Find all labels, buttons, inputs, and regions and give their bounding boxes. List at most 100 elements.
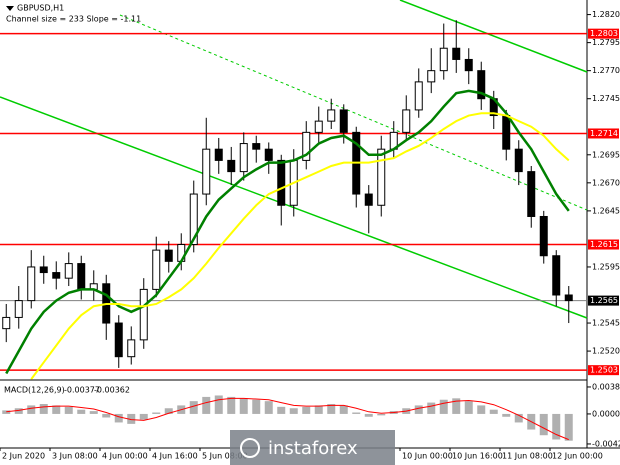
- macd-bar: [364, 413, 373, 417]
- candle-body: [64, 263, 73, 279]
- candle-body: [2, 316, 11, 330]
- watermark-box: [230, 430, 395, 465]
- level-label: 1.2714: [590, 129, 618, 138]
- y-tick-label: 1.2520: [592, 347, 620, 356]
- candle-body: [364, 193, 373, 206]
- y-tick-label: 1.2770: [592, 66, 620, 75]
- macd-bar: [239, 398, 248, 414]
- y-tick-label: 1.2645: [592, 206, 620, 215]
- x-tick-label: 10 Jun 16:00: [452, 452, 503, 461]
- candle-body: [27, 266, 36, 302]
- candle-body: [439, 47, 448, 72]
- macd-bar: [139, 413, 148, 420]
- channel-label: Channel size = 233 Slope = -1.11: [6, 15, 141, 24]
- macd-bar: [114, 413, 123, 423]
- channel-line: [399, 0, 588, 73]
- y-tick-label: 1.2745: [592, 94, 620, 103]
- candle-body: [477, 70, 486, 100]
- candle-body: [277, 159, 286, 206]
- macd-bar: [164, 408, 173, 414]
- macd-bar: [489, 409, 498, 414]
- macd-y-tick-label: 0.0000: [592, 409, 620, 418]
- channel-midline: [119, 14, 588, 211]
- candle-body: [402, 109, 411, 133]
- macd-bar: [452, 398, 461, 414]
- candle-body: [414, 81, 423, 111]
- macd-bar: [52, 405, 61, 414]
- candle-body: [214, 148, 223, 161]
- macd-bar: [64, 406, 73, 414]
- macd-y-tick-label: -0.00423: [592, 439, 620, 448]
- candle-body: [302, 131, 311, 161]
- level-label-box: [588, 239, 619, 250]
- level-label: 1.2615: [590, 240, 618, 249]
- candle-body: [514, 148, 523, 173]
- macd-bar: [252, 399, 261, 414]
- macd-bar: [27, 405, 36, 414]
- candle-body: [377, 148, 386, 206]
- level-label: 1.2803: [590, 29, 618, 38]
- current-price-label: 1.2565: [590, 296, 618, 305]
- macd-bar: [77, 409, 86, 414]
- y-tick-label: 1.2595: [592, 262, 620, 271]
- candle-body: [452, 47, 461, 60]
- macd-bar: [214, 395, 223, 414]
- macd-bar: [264, 401, 273, 414]
- x-tick-label: 12 Jun 00:00: [552, 452, 603, 461]
- candle-body: [502, 115, 511, 150]
- macd-bar: [277, 406, 286, 414]
- current-price-box: [588, 295, 619, 306]
- symbol-icon: [6, 6, 14, 11]
- candle-body: [252, 143, 261, 150]
- macd-title: MACD(12,26,9): [4, 386, 65, 395]
- macd-bar: [227, 396, 236, 414]
- candle-body: [527, 171, 536, 217]
- candle-body: [427, 70, 436, 83]
- watermark: instaforex: [268, 438, 358, 459]
- candle-body: [189, 193, 198, 246]
- macd-bar: [289, 408, 298, 414]
- candle-body: [14, 300, 23, 318]
- macd-bar: [89, 411, 98, 414]
- candle-body: [339, 109, 348, 133]
- y-tick-label: 1.2820: [592, 10, 620, 19]
- macd-signal: [6, 397, 569, 441]
- macd-bar: [152, 412, 161, 414]
- candle-body: [564, 294, 573, 302]
- macd-bar: [502, 413, 511, 417]
- macd-histogram-value: -0.00377: [64, 386, 100, 395]
- level-label-box: [588, 128, 619, 139]
- macd-bar: [427, 402, 436, 414]
- level-label-box: [588, 365, 619, 376]
- macd-bar: [464, 401, 473, 414]
- macd-bar: [327, 404, 336, 414]
- macd-bar: [314, 405, 323, 414]
- candle-body: [127, 339, 136, 358]
- candle-body: [539, 215, 548, 257]
- level-label-box: [588, 28, 619, 39]
- candle-body: [164, 249, 173, 262]
- macd-bar: [477, 405, 486, 414]
- x-tick-label: 4 Jun 00:00: [102, 452, 148, 461]
- candle-body: [327, 109, 336, 122]
- moving-average: [30, 112, 570, 380]
- x-tick-label: 5 Jun 08:00: [202, 452, 248, 461]
- macd-y-tick-label: 0.0038: [592, 382, 620, 391]
- macd-bar: [39, 404, 48, 414]
- candle-body: [314, 120, 323, 133]
- macd-bar: [339, 405, 348, 414]
- x-tick-label: 10 Jun 00:00: [402, 452, 453, 461]
- x-tick-label: 2 Jun 2020: [2, 452, 45, 461]
- price-plot: [0, 20, 587, 380]
- candle-body: [202, 148, 211, 195]
- macd-bar: [202, 396, 211, 414]
- candle-body: [227, 159, 236, 173]
- symbol-label: GBPUSD,H1: [17, 4, 64, 13]
- candle-body: [52, 272, 61, 279]
- macd-bar: [127, 413, 136, 424]
- candle-body: [152, 249, 161, 290]
- y-tick-label: 1.2795: [592, 38, 620, 47]
- macd-bar: [414, 405, 423, 414]
